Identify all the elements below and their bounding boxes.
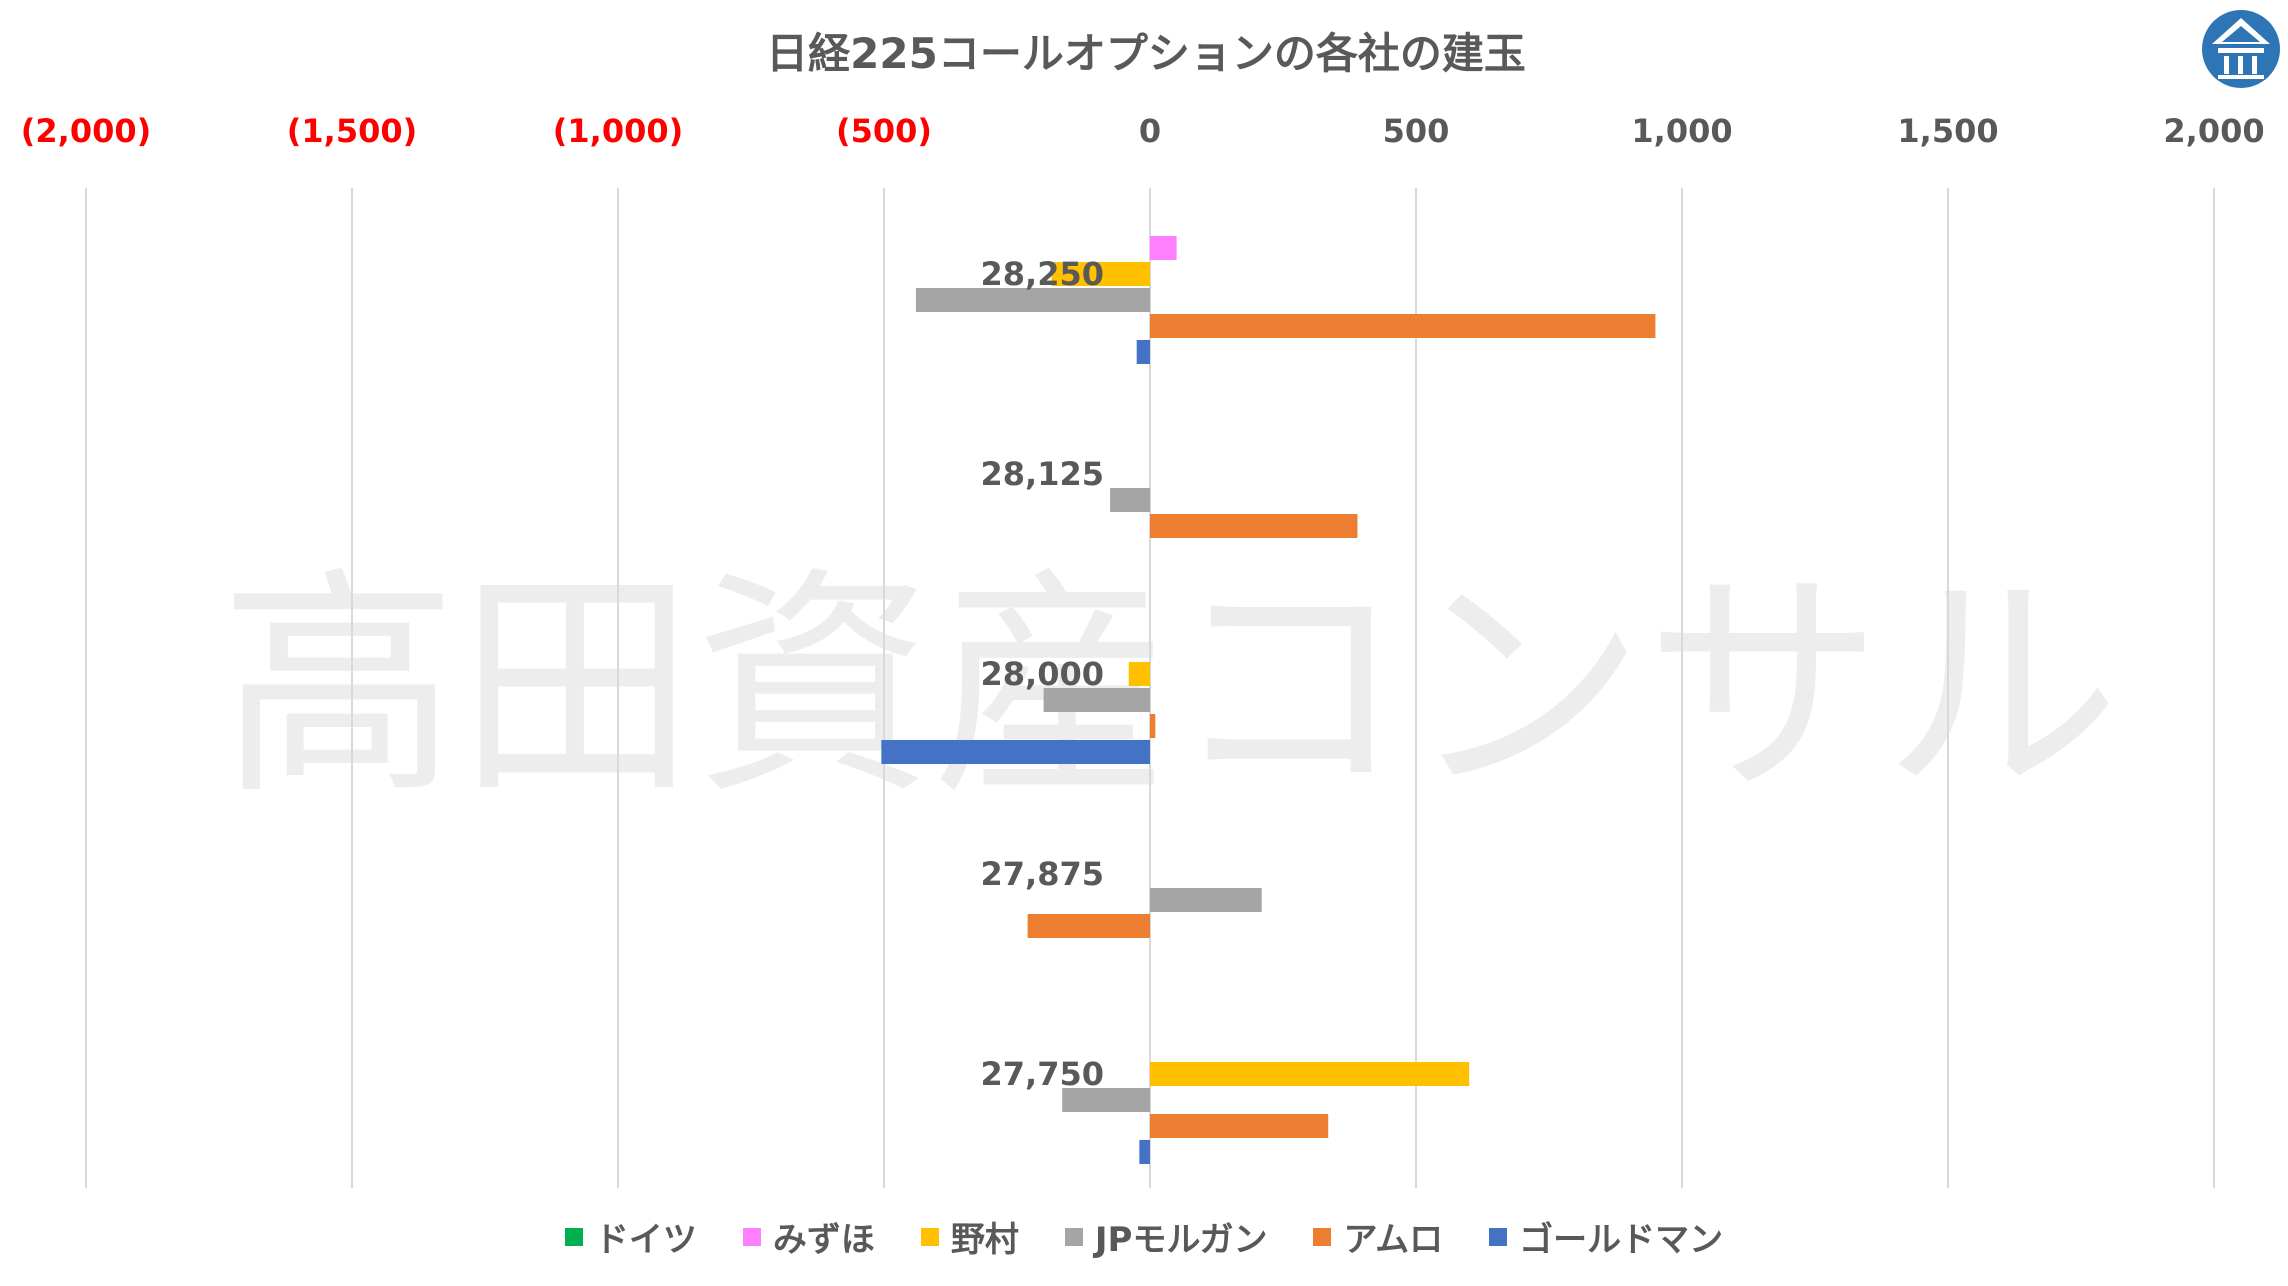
legend-item: ゴールドマン: [1489, 1212, 1723, 1261]
category-label: 27,875: [981, 855, 1104, 893]
bar-アムロ-28,000: [1150, 714, 1156, 738]
bar-野村-28,250: [1051, 262, 1150, 286]
legend-label: 野村: [950, 1220, 1019, 1260]
bar-JPモルガン-27,875: [1150, 888, 1262, 912]
x-tick-label: 1,500: [1897, 112, 1998, 150]
x-tick-label: (2,000): [21, 112, 151, 150]
legend-label: みずほ: [772, 1220, 875, 1260]
company-logo-icon: [2202, 10, 2280, 88]
bar-JPモルガン-27,750: [1062, 1088, 1150, 1112]
bar-ゴールドマン-27,750: [1139, 1140, 1150, 1164]
bar-ゴールドマン-28,000: [881, 740, 1150, 764]
bar-みずほ-28,250: [1150, 236, 1177, 260]
category-label: 27,750: [981, 1055, 1104, 1093]
legend-label: ドイツ: [594, 1220, 697, 1260]
legend-item: ドイツ: [564, 1212, 697, 1261]
bars: [881, 236, 1656, 1164]
x-tick-label: 1,000: [1631, 112, 1732, 150]
x-tick-label: 500: [1383, 112, 1450, 150]
x-axis-tick-labels: (2,000) (1,500) (1,000) (500) 0 500 1,000 1,500…: [21, 112, 2265, 150]
x-tick-label: 2,000: [2163, 112, 2264, 150]
legend-swatch: [920, 1227, 939, 1246]
bar-ゴールドマン-28,250: [1136, 340, 1150, 364]
category-label: 28,125: [981, 455, 1104, 493]
bar-野村-27,750: [1150, 1062, 1470, 1086]
legend-item: JPモルガン: [1064, 1212, 1268, 1261]
legend: ドイツ みずほ 野村 JPモルガン アムロ ゴールドマン: [0, 1212, 2288, 1261]
category-label: 28,000: [981, 655, 1104, 693]
legend-swatch: [742, 1227, 761, 1246]
legend-item: みずほ: [742, 1212, 875, 1261]
legend-swatch: [1313, 1227, 1332, 1246]
bar-アムロ-28,250: [1150, 314, 1656, 338]
gridlines: [85, 188, 2215, 1188]
bar-アムロ-28,125: [1150, 514, 1358, 538]
legend-label: ゴールドマン: [1519, 1220, 1724, 1260]
legend-swatch: [1489, 1227, 1508, 1246]
x-tick-label: (1,500): [287, 112, 417, 150]
bar-アムロ-27,750: [1150, 1114, 1329, 1138]
chart-title: 日経225コールオプションの各社の建玉: [766, 29, 1526, 78]
bar-JPモルガン-28,250: [915, 288, 1150, 312]
legend-item: アムロ: [1313, 1212, 1443, 1261]
legend-label: アムロ: [1343, 1220, 1444, 1260]
bar-野村-28,000: [1128, 662, 1150, 686]
legend-item: 野村: [920, 1212, 1019, 1261]
x-tick-label: (500): [836, 112, 932, 150]
x-tick-label: 0: [1139, 112, 1161, 150]
bar-JPモルガン-28,125: [1110, 488, 1150, 512]
category-label: 28,250: [981, 255, 1104, 293]
bar-JPモルガン-28,000: [1043, 688, 1150, 712]
bar-アムロ-27,875: [1027, 914, 1150, 938]
legend-swatch: [1064, 1227, 1083, 1246]
category-labels: 28,250 28,125 28,000 27,875 27,750: [981, 255, 1104, 1093]
legend-swatch: [564, 1227, 583, 1246]
legend-label: JPモルガン: [1094, 1220, 1268, 1260]
x-tick-label: (1,000): [553, 112, 683, 150]
